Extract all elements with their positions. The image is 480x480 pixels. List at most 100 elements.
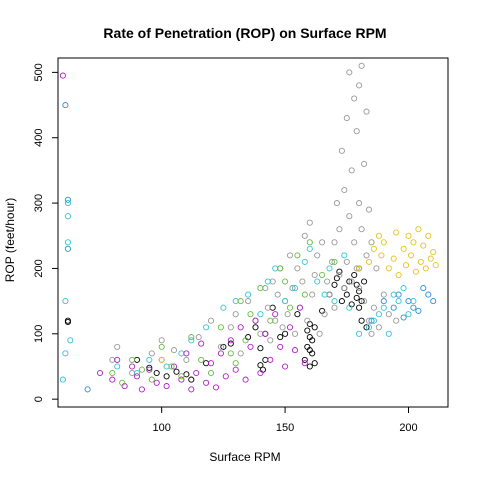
data-point-magenta [183, 350, 190, 357]
data-point-black [262, 356, 269, 363]
data-point-black [336, 268, 343, 275]
data-point-grey [109, 356, 116, 363]
data-point-magenta [198, 340, 205, 347]
data-point-magenta [232, 366, 239, 373]
data-point-grey [306, 219, 313, 226]
data-point-yellow [417, 258, 424, 265]
data-point-black [257, 345, 264, 352]
data-point-magenta [109, 376, 116, 383]
data-point-grey [301, 232, 308, 239]
data-point-grey [393, 317, 400, 324]
data-point-grey [363, 252, 370, 259]
data-point-cyan [64, 239, 71, 246]
y-tick-label: 400 [33, 129, 45, 147]
data-point-black [173, 368, 180, 375]
data-point-cyan [390, 291, 397, 298]
data-point-cyan [331, 298, 338, 305]
data-point-cyan [400, 285, 407, 292]
data-point-cyan [314, 278, 321, 285]
data-point-yellow [390, 255, 397, 262]
data-point-grey [331, 304, 338, 311]
data-point-green [198, 356, 205, 363]
data-point-black [301, 356, 308, 363]
chart-title: Rate of Penetration (ROP) on Surface RPM [103, 25, 386, 41]
data-point-grey [304, 317, 311, 324]
data-point-black [146, 364, 153, 371]
data-point-cyan [301, 258, 308, 265]
data-point-magenta [257, 369, 264, 377]
data-point-magenta [146, 366, 153, 373]
data-point-grey [346, 69, 353, 76]
data-point-yellow [356, 265, 363, 272]
data-point-black [353, 294, 360, 301]
data-point-cyan [385, 330, 392, 337]
data-point-magenta [237, 324, 244, 331]
data-point-magenta [212, 384, 220, 391]
data-point-grey [324, 278, 331, 285]
data-point-grey [245, 298, 252, 305]
data-point-cyan [395, 298, 402, 305]
x-tick-label: 200 [399, 422, 417, 434]
data-point-green [247, 311, 254, 318]
data-point-grey [375, 324, 382, 331]
data-point-cyan [64, 200, 71, 207]
data-point-yellow [378, 252, 385, 259]
data-point-black [351, 271, 358, 279]
data-point-green [237, 298, 244, 305]
data-point-cyan [306, 245, 313, 252]
y-axis-label: ROP (feet/hour) [3, 198, 17, 282]
data-point-magenta [291, 347, 299, 354]
data-point-yellow [405, 232, 412, 239]
data-point-cyan [321, 291, 328, 298]
data-point-grey [289, 285, 296, 292]
data-point-grey [343, 258, 350, 265]
data-point-yellow [370, 245, 377, 252]
data-point-cyan [291, 285, 299, 292]
data-point-black [269, 304, 276, 311]
data-point-green [188, 334, 195, 341]
data-point-grey [331, 239, 338, 246]
data-point-cyan [326, 265, 333, 272]
data-point-blue [62, 102, 69, 109]
data-point-green [277, 265, 284, 272]
data-point-grey [341, 186, 348, 194]
data-point-green [138, 366, 145, 373]
data-point-blue [395, 291, 402, 298]
data-point-blue [425, 291, 432, 298]
data-point-green [286, 304, 294, 311]
data-point-cyan [133, 369, 141, 377]
data-point-yellow [395, 271, 402, 279]
data-point-cyan [370, 317, 377, 324]
y-tick-label: 100 [33, 325, 45, 343]
data-point-yellow [402, 262, 410, 269]
data-point-grey [319, 239, 326, 246]
data-point-grey [217, 343, 224, 350]
data-point-magenta [252, 317, 259, 324]
x-tick-label: 100 [152, 422, 170, 434]
x-axis-label: Surface RPM [209, 450, 280, 464]
data-point-cyan [264, 278, 271, 285]
data-point-grey [264, 304, 271, 311]
data-point-cyan [272, 265, 279, 272]
data-point-grey [368, 239, 375, 246]
data-point-magenta [277, 343, 284, 350]
data-point-black [282, 330, 289, 337]
data-point-magenta [222, 373, 229, 380]
data-point-grey [237, 350, 244, 357]
data-point-magenta [188, 386, 195, 393]
data-point-grey [363, 108, 370, 115]
y-tick-label: 300 [33, 194, 45, 212]
data-point-black [133, 356, 141, 363]
data-point-grey [328, 258, 336, 265]
data-point-magenta [207, 360, 215, 367]
data-point-grey [358, 62, 365, 69]
data-point-magenta [272, 311, 279, 318]
data-point-grey [338, 147, 345, 154]
data-point-grey [341, 285, 348, 292]
data-point-grey [365, 206, 373, 213]
data-point-yellow [400, 245, 407, 252]
data-point-black [309, 350, 316, 357]
data-point-black [363, 324, 370, 331]
data-point-magenta [286, 324, 294, 331]
